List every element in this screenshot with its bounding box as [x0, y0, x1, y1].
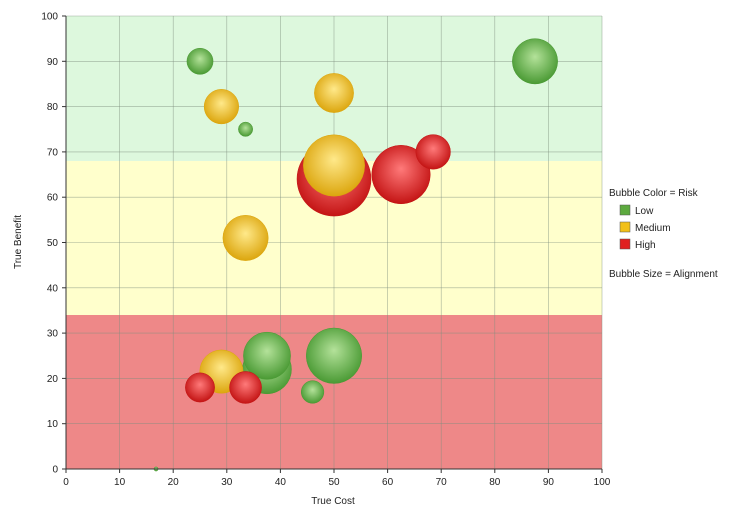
- legend-label-medium: Medium: [635, 223, 671, 234]
- bubble-low: [512, 38, 558, 85]
- legend-label-low: Low: [635, 206, 654, 217]
- y-tick-label: 100: [41, 12, 58, 23]
- legend-color-title: Bubble Color = Risk: [609, 188, 699, 199]
- legend-swatch-medium: [619, 221, 631, 233]
- y-tick-label: 60: [47, 193, 59, 204]
- y-tick-label: 40: [47, 283, 59, 294]
- y-tick-label: 30: [47, 329, 59, 340]
- x-tick-label: 40: [275, 477, 287, 488]
- bubble-medium: [314, 73, 354, 113]
- x-tick-label: 30: [221, 477, 233, 488]
- legend: Bubble Color = Risk Low Medium High Bubble…: [609, 188, 718, 280]
- legend-swatch-low: [619, 204, 631, 216]
- legend-swatch-high: [619, 238, 631, 250]
- y-tick-label: 50: [47, 238, 59, 249]
- x-tick-label: 80: [489, 477, 501, 488]
- bubble-high: [415, 134, 451, 170]
- bubble-low: [186, 47, 214, 75]
- x-tick-label: 20: [168, 477, 180, 488]
- y-tick-label: 70: [47, 147, 59, 158]
- bubble-low: [238, 121, 253, 137]
- bubble-low: [306, 327, 362, 384]
- legend-label-high: High: [635, 240, 656, 251]
- bubble-medium: [303, 134, 365, 197]
- x-tick-label: 60: [382, 477, 394, 488]
- x-tick-label: 50: [328, 477, 340, 488]
- y-tick-label: 0: [52, 465, 58, 476]
- bubble-high: [185, 372, 215, 403]
- y-tick-label: 20: [47, 374, 59, 385]
- bubbles: [153, 38, 558, 472]
- legend-size-title: Bubble Size = Alignment: [609, 269, 718, 280]
- axes: 0 10 20 30 40 50 60 70 80 90 100 0 10 20 30 40 50 60 70 80 9…: [41, 12, 610, 489]
- bubble-high: [371, 145, 431, 205]
- x-tick-label: 70: [436, 477, 448, 488]
- y-tick-label: 10: [47, 419, 59, 430]
- bubble-low: [243, 331, 291, 380]
- bubble-high: [229, 371, 262, 404]
- bubble-low: [300, 380, 325, 404]
- x-tick-label: 10: [114, 477, 126, 488]
- y-tick-label: 80: [47, 102, 59, 113]
- x-tick-label: 0: [63, 477, 69, 488]
- bubble-medium: [222, 215, 269, 261]
- x-tick-label: 100: [594, 477, 611, 488]
- bubble-medium: [203, 89, 239, 125]
- x-axis-title: True Cost: [311, 496, 355, 507]
- y-tick-label: 90: [47, 57, 59, 68]
- y-axis-title: True Benefit: [13, 215, 24, 269]
- x-tick-label: 90: [543, 477, 555, 488]
